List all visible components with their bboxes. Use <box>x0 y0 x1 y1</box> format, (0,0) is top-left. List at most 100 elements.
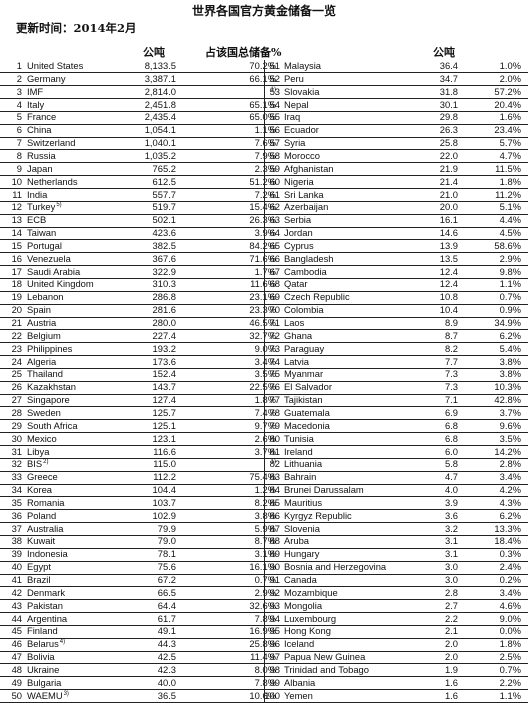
row-divider <box>264 162 528 164</box>
rank-cell: 44 <box>11 612 22 624</box>
tonnes-cell: 2.1 <box>444 625 458 637</box>
country-cell: Slovenia <box>284 523 320 536</box>
table-row: 74 Latvia 7.7 3.8% <box>0 356 528 369</box>
country-name: Afghanistan <box>284 162 334 174</box>
tonnes-cell: 3.1 <box>444 535 458 547</box>
header-tonnes-left: 公吨 <box>143 46 165 59</box>
tonnes-cell: 280.0 <box>152 317 176 328</box>
country-name: Portugal <box>27 239 62 251</box>
country-name: Myanmar <box>284 368 324 380</box>
row-divider <box>0 534 264 536</box>
tonnes-cell: 2.7 <box>444 599 458 611</box>
table-row: 70 Colombia 10.4 0.9% <box>0 304 528 317</box>
row-divider <box>264 612 528 614</box>
country-name: ECB <box>27 214 47 226</box>
tonnes-cell: 44.3 <box>157 638 176 650</box>
country-name: Canada <box>284 574 317 585</box>
row-divider <box>264 676 528 678</box>
table-row: 11 India 557.7 7.2% <box>0 189 528 202</box>
country-cell: El Salvador <box>284 381 332 394</box>
rank-cell: 8 <box>16 149 22 161</box>
table-row: 19 Lebanon 286.8 23.1% <box>0 291 528 304</box>
row-divider <box>0 406 264 408</box>
rank-cell: 50 <box>11 689 22 701</box>
percent-cell: 34.9% <box>494 317 521 328</box>
rank-cell: 53 <box>269 85 280 97</box>
tonnes-cell: 61.7 <box>157 612 176 624</box>
tonnes-cell: 6.9 <box>444 406 458 418</box>
table-row: 59 Afghanistan 21.9 11.5% <box>0 163 528 176</box>
percent-cell: 7.4% <box>254 406 276 418</box>
rank-cell: 21 <box>11 317 22 328</box>
tonnes-cell: 2,451.8 <box>144 98 176 110</box>
percent-cell: 1.8% <box>499 638 521 650</box>
percent-cell: 32.7% <box>249 329 276 341</box>
table-row: 13 ECB 502.1 26.3% <box>0 214 528 227</box>
country-cell: Australia <box>27 523 63 536</box>
country-cell: Kazakhstan <box>27 381 76 394</box>
tonnes-cell: 12.4 <box>439 278 458 290</box>
percent-cell: 9.6% <box>499 419 521 431</box>
country-name: Czech Republic <box>284 291 350 303</box>
table-row: 33 Greece 112.2 75.4% <box>0 471 528 484</box>
country-name: France <box>27 111 57 123</box>
country-name: Jordan <box>284 227 313 239</box>
rank-cell: 29 <box>11 419 22 431</box>
country-cell: Poland <box>27 510 56 523</box>
table-row: 14 Taiwan 423.6 3.9% <box>0 227 528 240</box>
percent-cell: 9.0% <box>254 342 276 354</box>
country-cell: Korea <box>27 484 52 497</box>
country-name: Venezuela <box>27 252 71 264</box>
percent-cell: 3.8% <box>254 509 276 521</box>
table-row: 16 Venezuela 367.6 71.6% <box>0 253 528 266</box>
rank-cell: 67 <box>269 265 280 277</box>
country-name: Laos <box>284 317 305 328</box>
table-row: 68 Qatar 12.4 1.1% <box>0 278 528 291</box>
tonnes-cell: 103.7 <box>152 496 176 508</box>
percent-cell: 84.2% <box>249 239 276 251</box>
rank-cell: 70 <box>269 304 280 316</box>
row-divider <box>0 175 264 177</box>
percent-cell: 10.6% <box>249 689 276 701</box>
country-name: Macedonia <box>284 419 330 431</box>
country-name: Nepal <box>284 98 309 110</box>
country-name: Iceland <box>284 638 315 650</box>
tonnes-cell: 40.0 <box>157 676 176 688</box>
country-name: Syria <box>284 137 306 149</box>
tonnes-cell: 5.8 <box>444 458 458 470</box>
row-divider <box>0 445 264 446</box>
row-divider <box>0 547 264 549</box>
table-row: 26 Kazakhstan 143.7 22.5% <box>0 381 528 394</box>
percent-cell: 4.5% <box>499 227 521 239</box>
country-name: Kazakhstan <box>27 381 76 393</box>
tonnes-cell: 227.4 <box>152 329 176 341</box>
country-cell: Paraguay <box>284 343 324 356</box>
tonnes-cell: 7.3 <box>444 381 458 393</box>
table-row: 23 Philippines 193.2 9.0% <box>0 343 528 356</box>
percent-cell: 11.6% <box>224 278 276 291</box>
country-cell: Mexico <box>27 433 57 446</box>
tonnes-cell: 13.9 <box>439 239 458 251</box>
center-divider <box>264 60 265 703</box>
table-row: 47 Bolivia 42.5 11.4% <box>0 651 528 664</box>
percent-cell: 4.2% <box>499 484 521 496</box>
rank-cell: 37 <box>11 522 22 534</box>
table-row: 44 Argentina 61.7 7.8% <box>0 613 528 626</box>
row-divider <box>0 136 264 138</box>
country-cell: Sri Lanka <box>284 189 324 202</box>
country-cell: Bahrain <box>284 471 316 484</box>
rank-cell: 68 <box>269 278 280 290</box>
row-divider <box>264 573 528 575</box>
row-divider <box>264 534 528 536</box>
country-name: Luxembourg <box>284 612 337 624</box>
row-divider <box>264 496 528 498</box>
table-row: 96 Iceland 2.0 1.8% <box>0 638 528 651</box>
table-row: 82 Lithuania 5.8 2.8% <box>0 458 528 471</box>
rank-cell: 52 <box>269 72 280 84</box>
row-divider <box>0 432 264 434</box>
percent-cell: 23.1% <box>249 291 276 303</box>
rank-cell: 58 <box>269 149 280 161</box>
row-divider <box>264 406 528 408</box>
country-name: Sweden <box>27 406 61 418</box>
tonnes-cell: 3.6 <box>444 509 458 521</box>
